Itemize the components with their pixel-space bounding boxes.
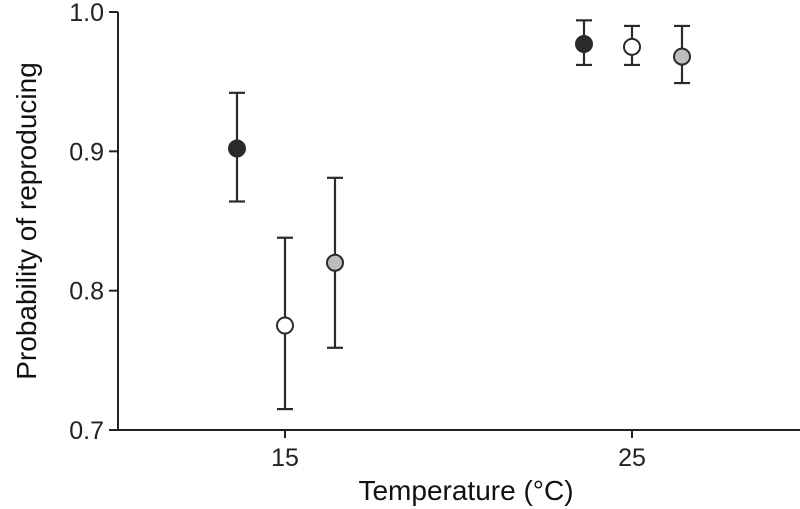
data-point — [228, 139, 246, 158]
data-point — [326, 253, 344, 272]
data-point — [575, 35, 593, 54]
x-axis-title: Temperature (°C) — [358, 475, 573, 506]
y-axis-title: Probability of reproducing — [11, 62, 42, 380]
y-tick-label: 0.8 — [69, 278, 104, 306]
data-point — [623, 37, 641, 56]
y-tick-label: 1.0 — [69, 0, 104, 27]
x-tick-label: 25 — [618, 444, 646, 472]
x-tick-label: 15 — [271, 444, 299, 472]
data-point — [673, 47, 691, 66]
plot-marks — [228, 19, 691, 411]
x-axis-ticks: 15 25 — [271, 430, 646, 472]
y-tick-label: 0.7 — [69, 417, 104, 445]
y-tick-label: 0.9 — [69, 138, 104, 166]
y-axis-ticks: 0.7 0.8 0.9 1.0 — [69, 0, 118, 445]
data-point — [276, 316, 294, 335]
